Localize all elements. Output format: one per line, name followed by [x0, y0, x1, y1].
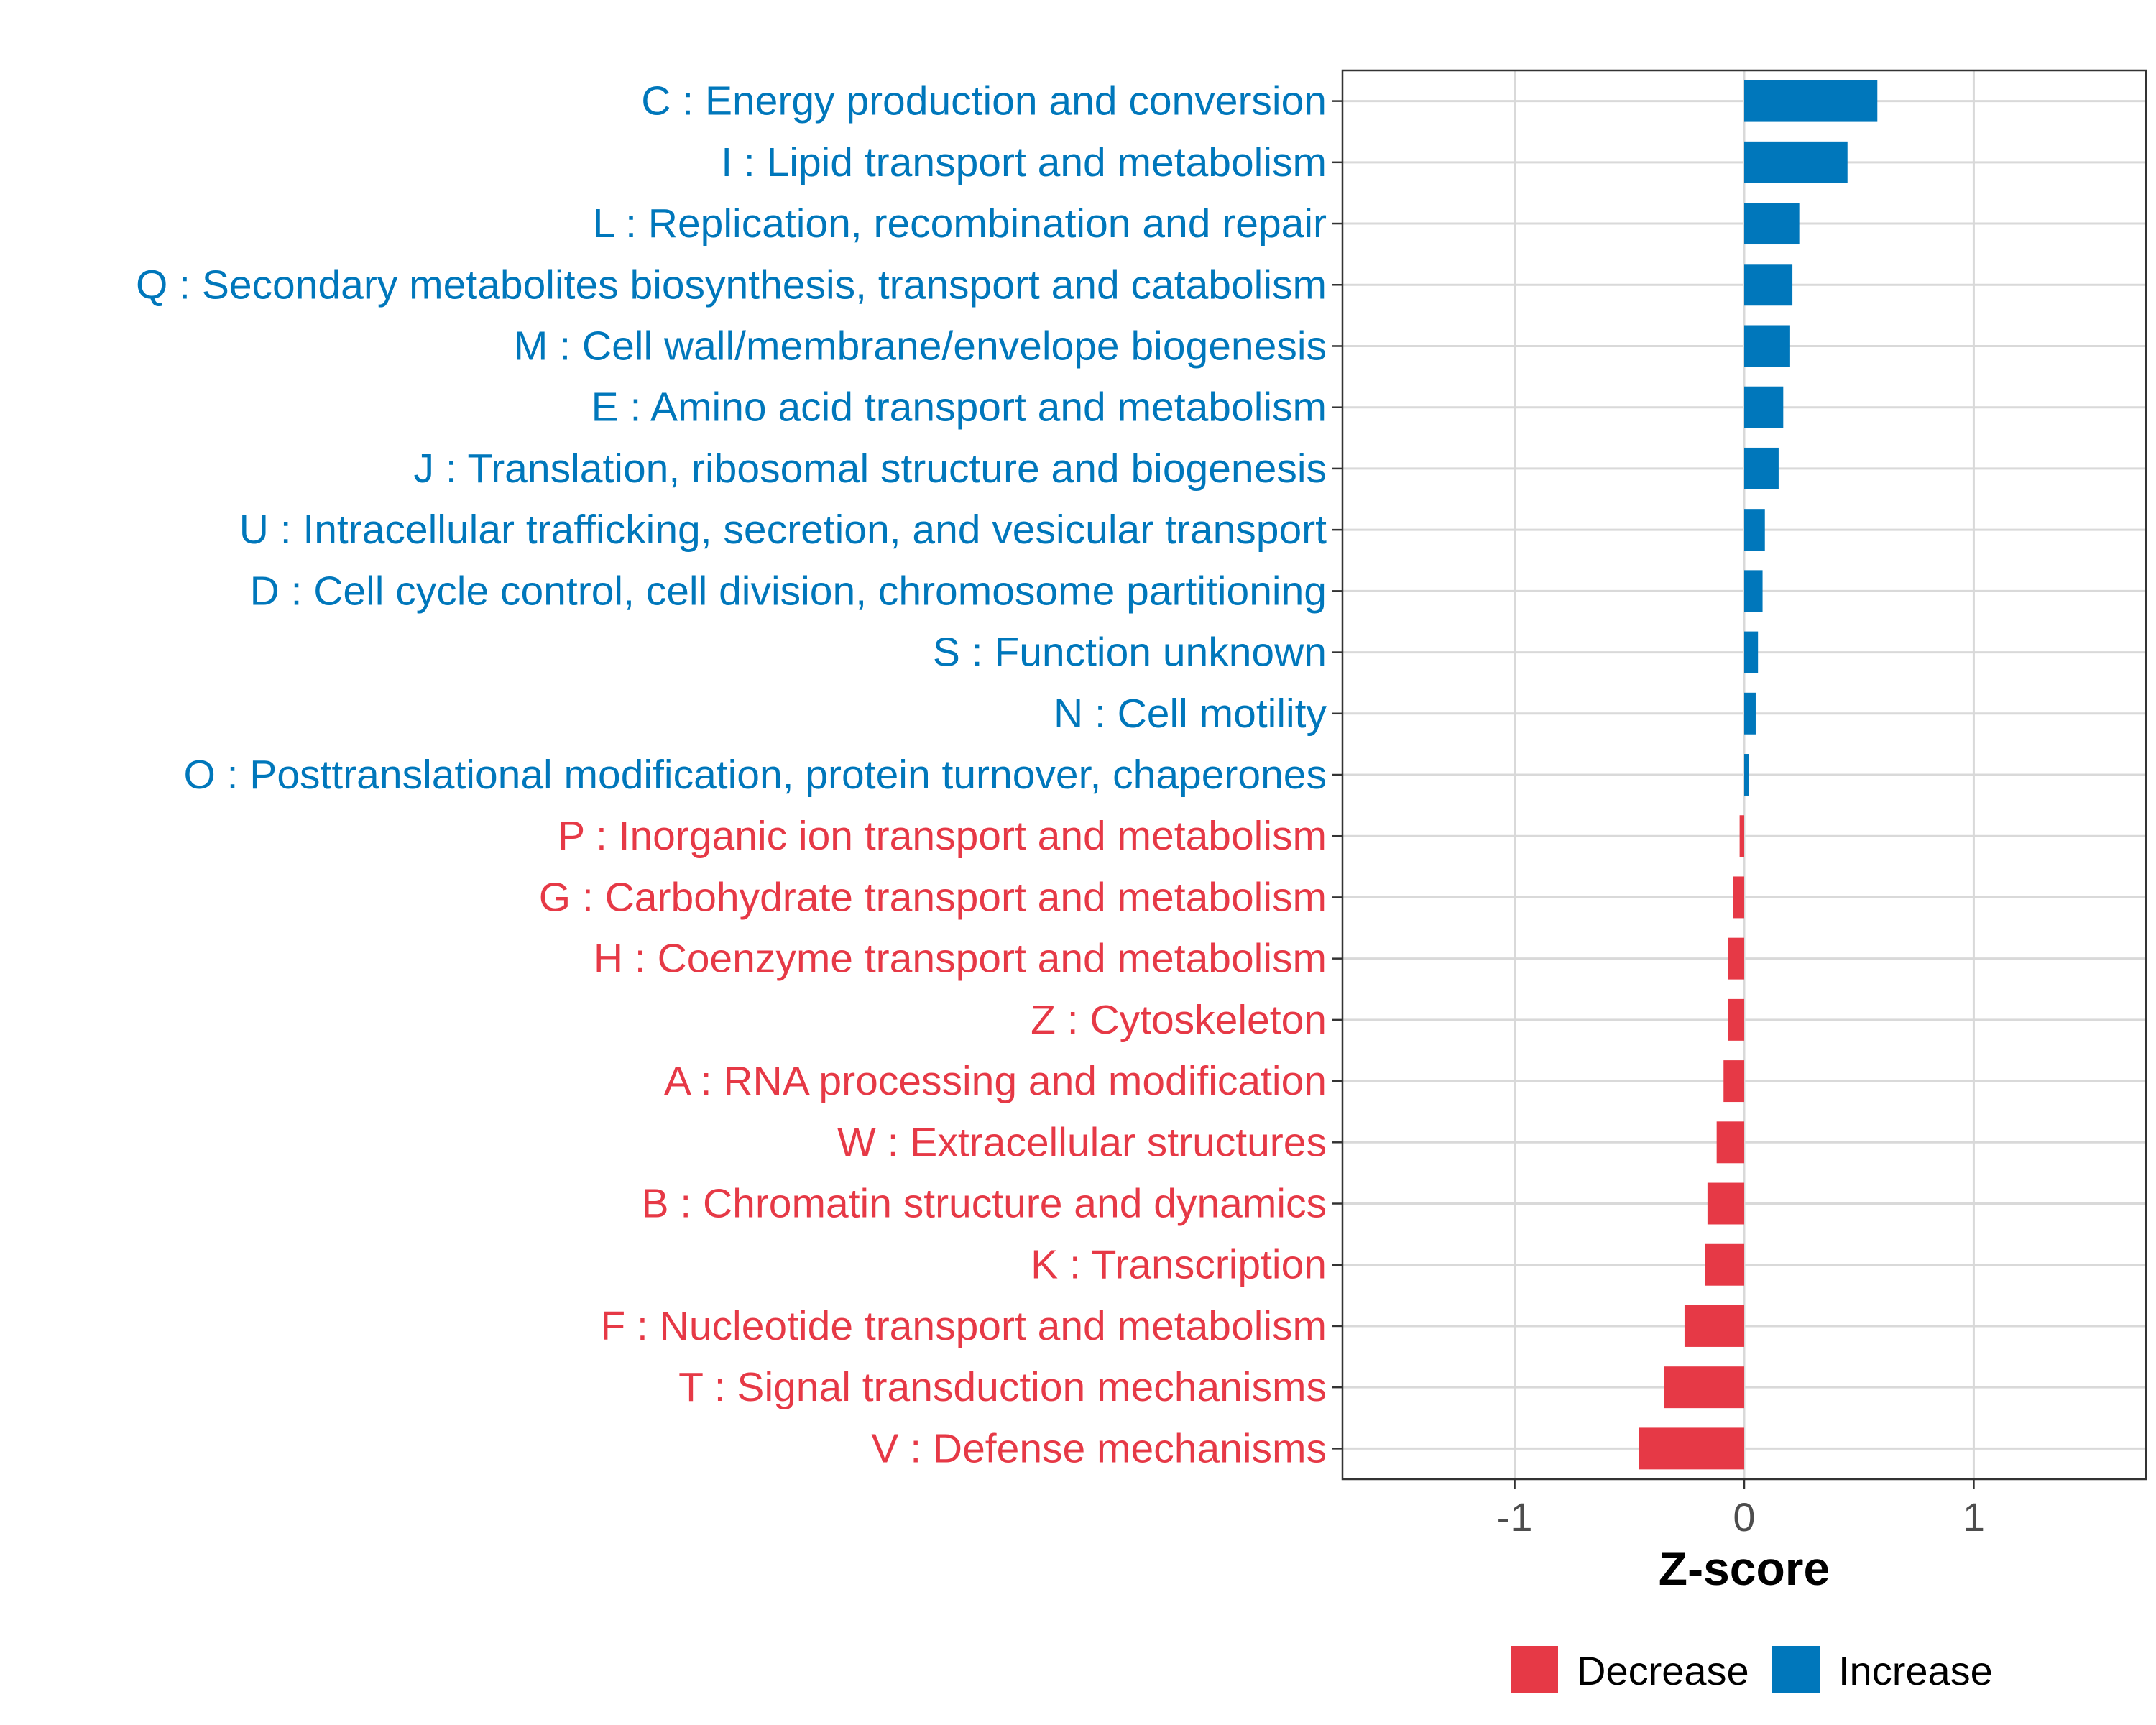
- bar-v: [1639, 1427, 1744, 1470]
- category-label: V : Defense mechanisms: [871, 1425, 1327, 1471]
- bar-b: [1707, 1182, 1744, 1225]
- bar-i: [1744, 141, 1848, 183]
- bar-u: [1744, 509, 1765, 551]
- category-label: O : Posttranslational modification, prot…: [183, 752, 1327, 798]
- legend-label-decrease: Decrease: [1577, 1648, 1749, 1693]
- x-axis-title: Z-score: [1659, 1542, 1830, 1595]
- category-label: B : Chromatin structure and dynamics: [641, 1181, 1327, 1227]
- bar-g: [1733, 876, 1744, 919]
- category-label: T : Signal transduction mechanisms: [678, 1364, 1327, 1410]
- legend: Decrease Increase: [1511, 1646, 1993, 1693]
- category-label: A : RNA processing and modification: [664, 1058, 1327, 1104]
- category-label: Z : Cytoskeleton: [1031, 997, 1327, 1043]
- category-label: U : Intracellular trafficking, secretion…: [239, 507, 1327, 553]
- category-label: C : Energy production and conversion: [641, 78, 1327, 124]
- category-label: G : Carbohydrate transport and metabolis…: [539, 874, 1327, 920]
- category-label: W : Extracellular structures: [837, 1119, 1327, 1165]
- bar-layer: [1639, 80, 1878, 1470]
- x-tick-label: -1: [1497, 1494, 1533, 1540]
- bar-p: [1739, 815, 1744, 857]
- bar-e: [1744, 386, 1784, 428]
- category-label: S : Function unknown: [933, 630, 1327, 676]
- bar-l: [1744, 203, 1800, 245]
- category-label: I : Lipid transport and metabolism: [721, 139, 1327, 185]
- category-label: F : Nucleotide transport and metabolism: [600, 1303, 1327, 1349]
- bar-j: [1744, 447, 1779, 489]
- bar-c: [1744, 80, 1878, 122]
- category-label: M : Cell wall/membrane/envelope biogenes…: [514, 323, 1327, 369]
- category-label: P : Inorganic ion transport and metaboli…: [558, 813, 1327, 859]
- bar-t: [1664, 1366, 1744, 1409]
- legend-label-increase: Increase: [1838, 1648, 1993, 1693]
- category-label: J : Translation, ribosomal structure and…: [414, 446, 1327, 492]
- bar-d: [1744, 570, 1763, 612]
- category-label: K : Transcription: [1031, 1242, 1327, 1288]
- bar-m: [1744, 325, 1790, 367]
- bar-q: [1744, 264, 1793, 306]
- category-label: L : Replication, recombination and repai…: [593, 201, 1327, 247]
- bar-z: [1728, 998, 1744, 1041]
- y-axis-ticks: [1332, 100, 1342, 1450]
- category-label: Q : Secondary metabolites biosynthesis, …: [136, 262, 1327, 308]
- category-label: E : Amino acid transport and metabolism: [591, 385, 1327, 431]
- bar-w: [1716, 1121, 1744, 1164]
- bar-o: [1744, 754, 1749, 796]
- x-tick-label: 1: [1963, 1494, 1985, 1540]
- bar-s: [1744, 631, 1759, 673]
- legend-swatch-decrease: [1511, 1646, 1558, 1693]
- category-label: N : Cell motility: [1054, 691, 1327, 737]
- y-axis-labels: C : Energy production and conversion I : …: [136, 78, 1327, 1472]
- bar-h: [1728, 937, 1744, 980]
- legend-swatch-increase: [1772, 1646, 1820, 1693]
- x-axis-ticks: -1 0 1: [1497, 1479, 1985, 1540]
- category-label: H : Coenzyme transport and metabolism: [594, 936, 1327, 982]
- bar-n: [1744, 692, 1756, 735]
- x-tick-label: 0: [1733, 1494, 1755, 1540]
- category-label: D : Cell cycle control, cell division, c…: [250, 568, 1327, 614]
- bar-k: [1705, 1243, 1744, 1286]
- bar-a: [1723, 1060, 1744, 1103]
- bar-f: [1684, 1305, 1744, 1347]
